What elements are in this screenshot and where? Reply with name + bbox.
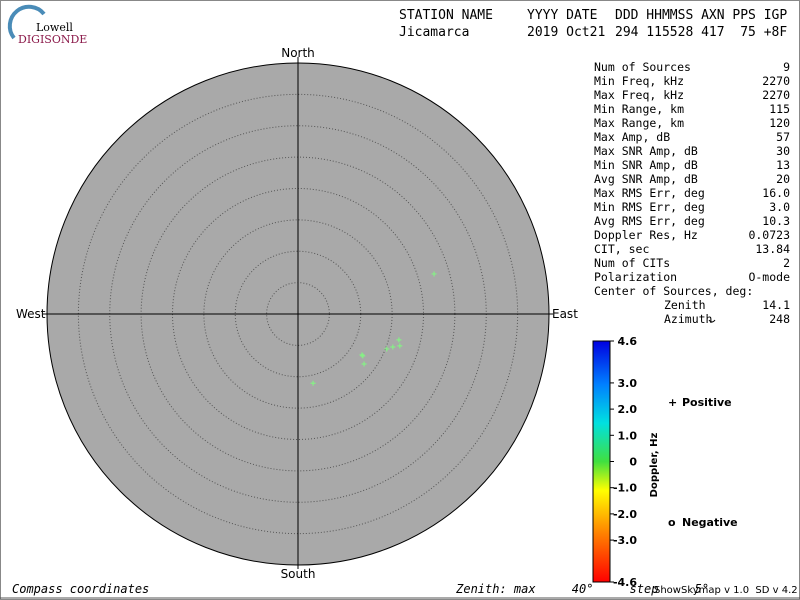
header-value: 2019 Oct21 — [527, 25, 605, 40]
stat-value: 13.84 — [755, 242, 790, 256]
legend-symbol: o — [668, 516, 676, 529]
legend: + Positive o Negative — [668, 396, 738, 529]
stat-value: 30 — [776, 144, 790, 158]
stat-value: 3.0 — [769, 200, 790, 214]
stat-value: 13 — [776, 158, 790, 172]
stat-label: Avg RMS Err, deg — [594, 214, 705, 228]
colorbar-tick-label: 2.0 — [618, 403, 638, 416]
stat-label: Min Freq, kHz — [594, 74, 684, 88]
footer-value: 40 — [572, 582, 586, 596]
colorbar-title: Doppler, Hz — [649, 433, 660, 498]
stat-value: 2270 — [762, 74, 790, 88]
colorbar-tick-label: 0 — [629, 456, 637, 469]
stat-value: 57 — [776, 130, 790, 144]
stat-label: Doppler Res, Hz — [594, 228, 698, 242]
colorbar: 4.6 3.0 2.0 1.0 0 -1.0 -2.0 -3.0 -4.6 Doppler, Hz — [592, 335, 660, 589]
footer-text: Zenith: max — [455, 582, 536, 596]
stat-label: Polarization — [594, 270, 677, 284]
colorbar-tick-label: -3.0 — [613, 534, 637, 547]
logo-bottom: DIGISONDE — [18, 33, 87, 46]
direction-label: East — [552, 307, 578, 321]
stat-value: 10.3 — [762, 214, 790, 228]
colorbar-tick-label: 1.0 — [618, 429, 638, 442]
header-column: YYYY DATE — [527, 8, 597, 23]
legend-text: Negative — [682, 516, 738, 529]
stat-label: Min Range, km — [594, 102, 684, 116]
stat-value: 0.0723 — [748, 228, 790, 242]
colorbar-scale — [592, 340, 611, 583]
source-point — [397, 343, 403, 349]
footer-zenith: Zenith: max 40° step 5° — [420, 582, 731, 596]
colorbar-tick-label: -4.6 — [613, 576, 637, 589]
direction-label: West — [16, 307, 46, 321]
stat-label: Max Amp, dB — [594, 130, 670, 144]
legend-text: Positive — [682, 396, 732, 409]
stat-label: Num of Sources — [594, 60, 691, 74]
skymap: North South West East — [16, 46, 578, 581]
stat-value: 248 — [769, 312, 790, 326]
stat-label: Min RMS Err, deg — [594, 200, 705, 214]
stat-value: 115 — [769, 102, 790, 116]
colorbar-tick-label: -2.0 — [613, 508, 637, 521]
header-column: STATION NAME — [399, 8, 493, 23]
stat-label: Azimuth — [664, 312, 712, 326]
footer-unit: ° — [702, 582, 709, 596]
azimuth-icon — [708, 319, 716, 323]
stat-value: 2270 — [762, 88, 790, 102]
header-value: 294 115528 417 75 +8F — [615, 25, 787, 40]
stat-label: Num of CITs — [594, 256, 670, 270]
footer-value: 5 — [695, 582, 702, 596]
stat-value: 14.1 — [762, 298, 790, 312]
stat-label: CIT, sec — [594, 242, 649, 256]
stat-value: O-mode — [748, 270, 790, 284]
source-point — [359, 352, 365, 358]
logo: Lowell DIGISONDE — [7, 4, 87, 46]
logo-arc — [7, 4, 46, 40]
colorbar-tick-label: 3.0 — [618, 377, 638, 390]
source-point — [360, 353, 366, 359]
footer-text: step — [630, 582, 659, 596]
stat-label: Zenith — [664, 298, 706, 312]
header-value: Jicamarca — [399, 25, 469, 40]
direction-label: North — [281, 46, 315, 60]
stat-label: Max SNR Amp, dB — [594, 144, 698, 158]
stat-value: 20 — [776, 172, 790, 186]
source-point — [396, 337, 402, 343]
direction-label: South — [281, 567, 316, 581]
source-point — [390, 344, 396, 350]
colorbar-tick-label: 4.6 — [618, 335, 638, 348]
stat-value: 120 — [769, 116, 790, 130]
stats: Num of Sources 9 Min Freq, kHz 2270 Max Freq… — [594, 60, 790, 326]
stat-label: Max RMS Err, deg — [594, 186, 705, 200]
legend-symbol: + — [668, 396, 677, 409]
footer-left: Compass coordinates — [12, 582, 149, 596]
source-point — [431, 271, 437, 277]
footer-unit: ° — [586, 582, 593, 596]
source-point — [310, 380, 316, 386]
header-column: DDD HHMMSS AXN PPS IGP — [615, 8, 787, 23]
stat-label: Max Freq, kHz — [594, 88, 684, 102]
header: STATION NAME YYYY DATE DDD HHMMSS AXN PPS … — [399, 8, 787, 40]
stat-value: 9 — [783, 60, 790, 74]
logo-top: Lowell — [36, 21, 73, 34]
stat-label: Avg SNR Amp, dB — [594, 172, 698, 186]
source-point — [384, 346, 390, 352]
source-point — [361, 361, 367, 367]
stat-label: Max Range, km — [594, 116, 684, 130]
colorbar-tick-label: -1.0 — [613, 482, 637, 495]
stat-value: 16.0 — [762, 186, 790, 200]
center-title: Center of Sources, deg: — [594, 284, 753, 298]
footer-right: ShowSkymap v 1.0 SD v 4.2 — [654, 585, 798, 596]
stat-value: 2 — [783, 256, 790, 270]
stat-label: Min SNR Amp, dB — [594, 158, 698, 172]
